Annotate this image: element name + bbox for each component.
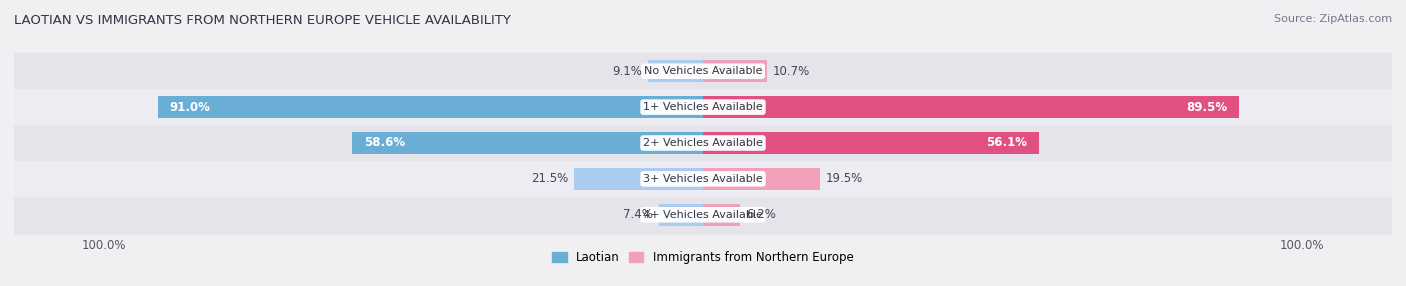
Bar (658, 204, 703, 226)
Bar (157, 96, 703, 118)
Bar (574, 168, 703, 190)
Text: 19.5%: 19.5% (825, 172, 863, 185)
Bar (703, 96, 1239, 118)
Bar (14, 53, 1392, 89)
Bar (14, 161, 1392, 197)
Text: 1+ Vehicles Available: 1+ Vehicles Available (643, 102, 763, 112)
Bar (703, 204, 740, 226)
Text: 6.2%: 6.2% (747, 208, 776, 221)
Bar (703, 60, 768, 82)
Bar (703, 168, 820, 190)
Text: 21.5%: 21.5% (531, 172, 568, 185)
Text: 3+ Vehicles Available: 3+ Vehicles Available (643, 174, 763, 184)
Bar (352, 132, 703, 154)
Text: 58.6%: 58.6% (364, 136, 405, 150)
Text: 10.7%: 10.7% (773, 65, 810, 78)
Bar (14, 89, 1392, 125)
Bar (14, 125, 1392, 161)
Bar (14, 197, 1392, 233)
Text: 9.1%: 9.1% (613, 65, 643, 78)
Bar (648, 60, 703, 82)
Text: 89.5%: 89.5% (1187, 101, 1227, 114)
Text: 7.4%: 7.4% (623, 208, 652, 221)
Text: 2+ Vehicles Available: 2+ Vehicles Available (643, 138, 763, 148)
Bar (703, 132, 1039, 154)
Text: 56.1%: 56.1% (986, 136, 1028, 150)
Text: LAOTIAN VS IMMIGRANTS FROM NORTHERN EUROPE VEHICLE AVAILABILITY: LAOTIAN VS IMMIGRANTS FROM NORTHERN EURO… (14, 14, 510, 27)
Text: No Vehicles Available: No Vehicles Available (644, 66, 762, 76)
Legend: Laotian, Immigrants from Northern Europe: Laotian, Immigrants from Northern Europe (548, 247, 858, 269)
Text: Source: ZipAtlas.com: Source: ZipAtlas.com (1274, 14, 1392, 24)
Text: 4+ Vehicles Available: 4+ Vehicles Available (643, 210, 763, 220)
Text: 91.0%: 91.0% (170, 101, 211, 114)
